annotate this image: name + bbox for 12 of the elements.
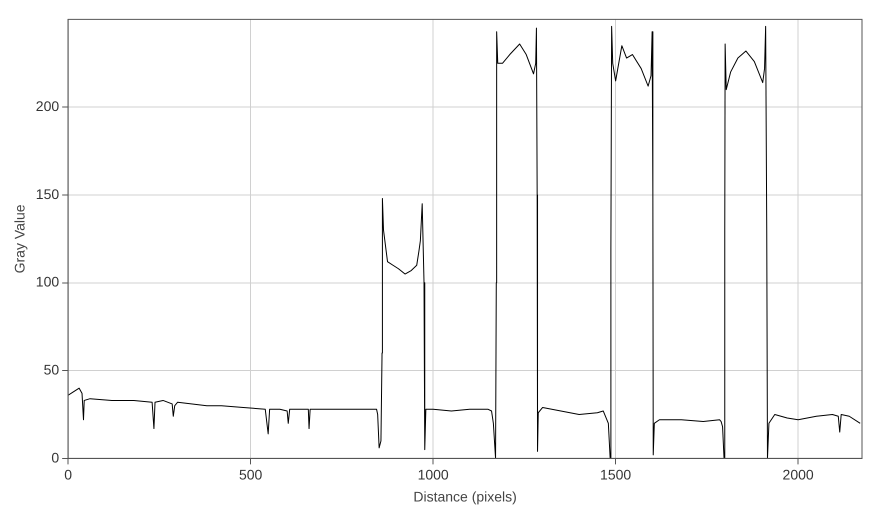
- y-tick-label: 100: [36, 274, 60, 290]
- y-tick-label: 0: [51, 449, 60, 466]
- x-tick-label: 1500: [600, 466, 632, 483]
- x-tick-label: 0: [64, 466, 72, 483]
- x-axis-title: Distance (pixels): [413, 488, 517, 504]
- y-axis-title: Gray Value: [11, 204, 28, 274]
- y-tick-label: 200: [36, 98, 60, 114]
- y-tick-label: 50: [44, 361, 60, 378]
- x-tick-label: 500: [238, 466, 263, 483]
- x-tick-label: 1000: [418, 466, 449, 483]
- y-tick-label: 150: [36, 186, 60, 202]
- x-tick-label: 2000: [782, 466, 814, 483]
